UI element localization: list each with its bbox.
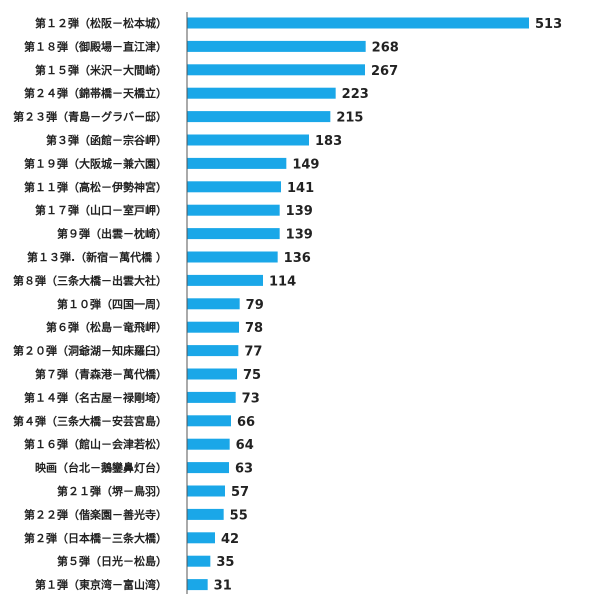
category-label: 映画（台北－鵝鑾鼻灯台） xyxy=(35,461,167,475)
bar xyxy=(187,391,236,403)
category-label: 第１８弾（御殿場－直江津） xyxy=(24,39,167,53)
value-label: 66 xyxy=(237,415,255,430)
bar xyxy=(187,87,336,99)
value-label: 75 xyxy=(243,368,261,383)
category-label: 第１３弾.（新宿－萬代橋 ） xyxy=(27,250,167,264)
bar xyxy=(187,111,331,123)
category-label: 第３弾（函館－宗谷岬） xyxy=(46,133,167,147)
bar xyxy=(187,462,229,474)
bar xyxy=(187,579,208,591)
category-labels: 第１２弾（松阪－松本城） 第１８弾（御殿場－直江津） 第１５弾（米沢－大間崎） 第２４… xyxy=(13,16,167,592)
value-label: 55 xyxy=(230,508,248,523)
bar xyxy=(187,345,239,357)
category-label: 第１１弾（高松－伊勢神宮） xyxy=(24,180,167,194)
category-label: 第２４弾（錦帯橋－天橋立） xyxy=(24,86,167,100)
value-label: 139 xyxy=(286,204,313,219)
bar xyxy=(187,251,278,263)
value-label: 139 xyxy=(286,228,313,243)
value-label: 79 xyxy=(246,298,264,313)
bar xyxy=(187,298,240,310)
value-label: 223 xyxy=(342,87,369,102)
value-label: 136 xyxy=(284,251,311,266)
bar xyxy=(187,485,225,497)
value-label: 149 xyxy=(292,157,319,172)
bar xyxy=(187,181,281,193)
value-label: 31 xyxy=(214,579,232,594)
bar xyxy=(187,228,280,240)
value-label: 63 xyxy=(235,462,253,477)
bar xyxy=(187,415,231,427)
category-label: 第１０弾（四国一周） xyxy=(57,297,167,311)
category-label: 第１２弾（松阪－松本城） xyxy=(35,16,167,30)
value-label: 215 xyxy=(336,111,363,126)
bar xyxy=(187,204,280,216)
bar xyxy=(187,508,224,520)
category-label: 第１６弾（館山－会津若松） xyxy=(24,437,167,451)
category-label: 第７弾（青森港－萬代橋） xyxy=(35,367,167,381)
category-label: 第９弾（出雲－枕崎） xyxy=(57,227,167,241)
bar xyxy=(187,157,287,169)
category-label: 第１７弾（山口－室戸岬） xyxy=(35,203,167,217)
value-label: 78 xyxy=(245,321,263,336)
value-label: 183 xyxy=(315,134,342,149)
category-label: 第２１弾（堺－鳥羽） xyxy=(57,484,167,498)
category-label: 第２弾（日本橋－三条大橋） xyxy=(24,531,167,545)
category-label: 第２２弾（偕楽園－善光寺） xyxy=(24,507,167,521)
bar xyxy=(187,368,237,380)
bar xyxy=(187,321,239,333)
bar xyxy=(187,17,529,29)
value-label: 141 xyxy=(287,181,314,196)
value-label: 64 xyxy=(236,438,254,453)
value-label: 35 xyxy=(216,555,234,570)
bar xyxy=(187,134,309,146)
bar xyxy=(187,438,230,450)
category-label: 第５弾（日光－松島） xyxy=(57,554,167,568)
category-label: 第２３弾（青島－グラバー邸） xyxy=(13,110,167,124)
category-label: 第１４弾（名古屋－禄剛埼） xyxy=(24,390,167,404)
bar xyxy=(187,555,211,567)
value-label: 73 xyxy=(242,391,260,406)
category-label: 第２０弾（洞爺湖－知床羅臼） xyxy=(13,344,167,358)
bars xyxy=(187,17,529,591)
category-label: 第１５弾（米沢－大間崎） xyxy=(35,63,167,77)
bar xyxy=(187,40,366,52)
value-label: 77 xyxy=(244,345,262,360)
category-label: 第６弾（松島－竜飛岬） xyxy=(46,320,167,334)
category-label: 第１弾（東京湾－富山湾） xyxy=(35,578,167,592)
category-label: 第８弾（三条大橋－出雲大社） xyxy=(13,273,167,287)
bar xyxy=(187,274,263,286)
value-label: 268 xyxy=(372,40,399,55)
value-label: 267 xyxy=(371,64,398,79)
value-label: 57 xyxy=(231,485,249,500)
category-label: 第１９弾（大阪城－兼六園） xyxy=(24,156,167,170)
category-label: 第４弾（三条大橋－安芸宮島） xyxy=(13,414,167,428)
value-label: 114 xyxy=(269,274,296,289)
value-label: 513 xyxy=(535,17,562,32)
bar xyxy=(187,64,365,76)
bar xyxy=(187,532,215,544)
value-label: 42 xyxy=(221,532,239,547)
